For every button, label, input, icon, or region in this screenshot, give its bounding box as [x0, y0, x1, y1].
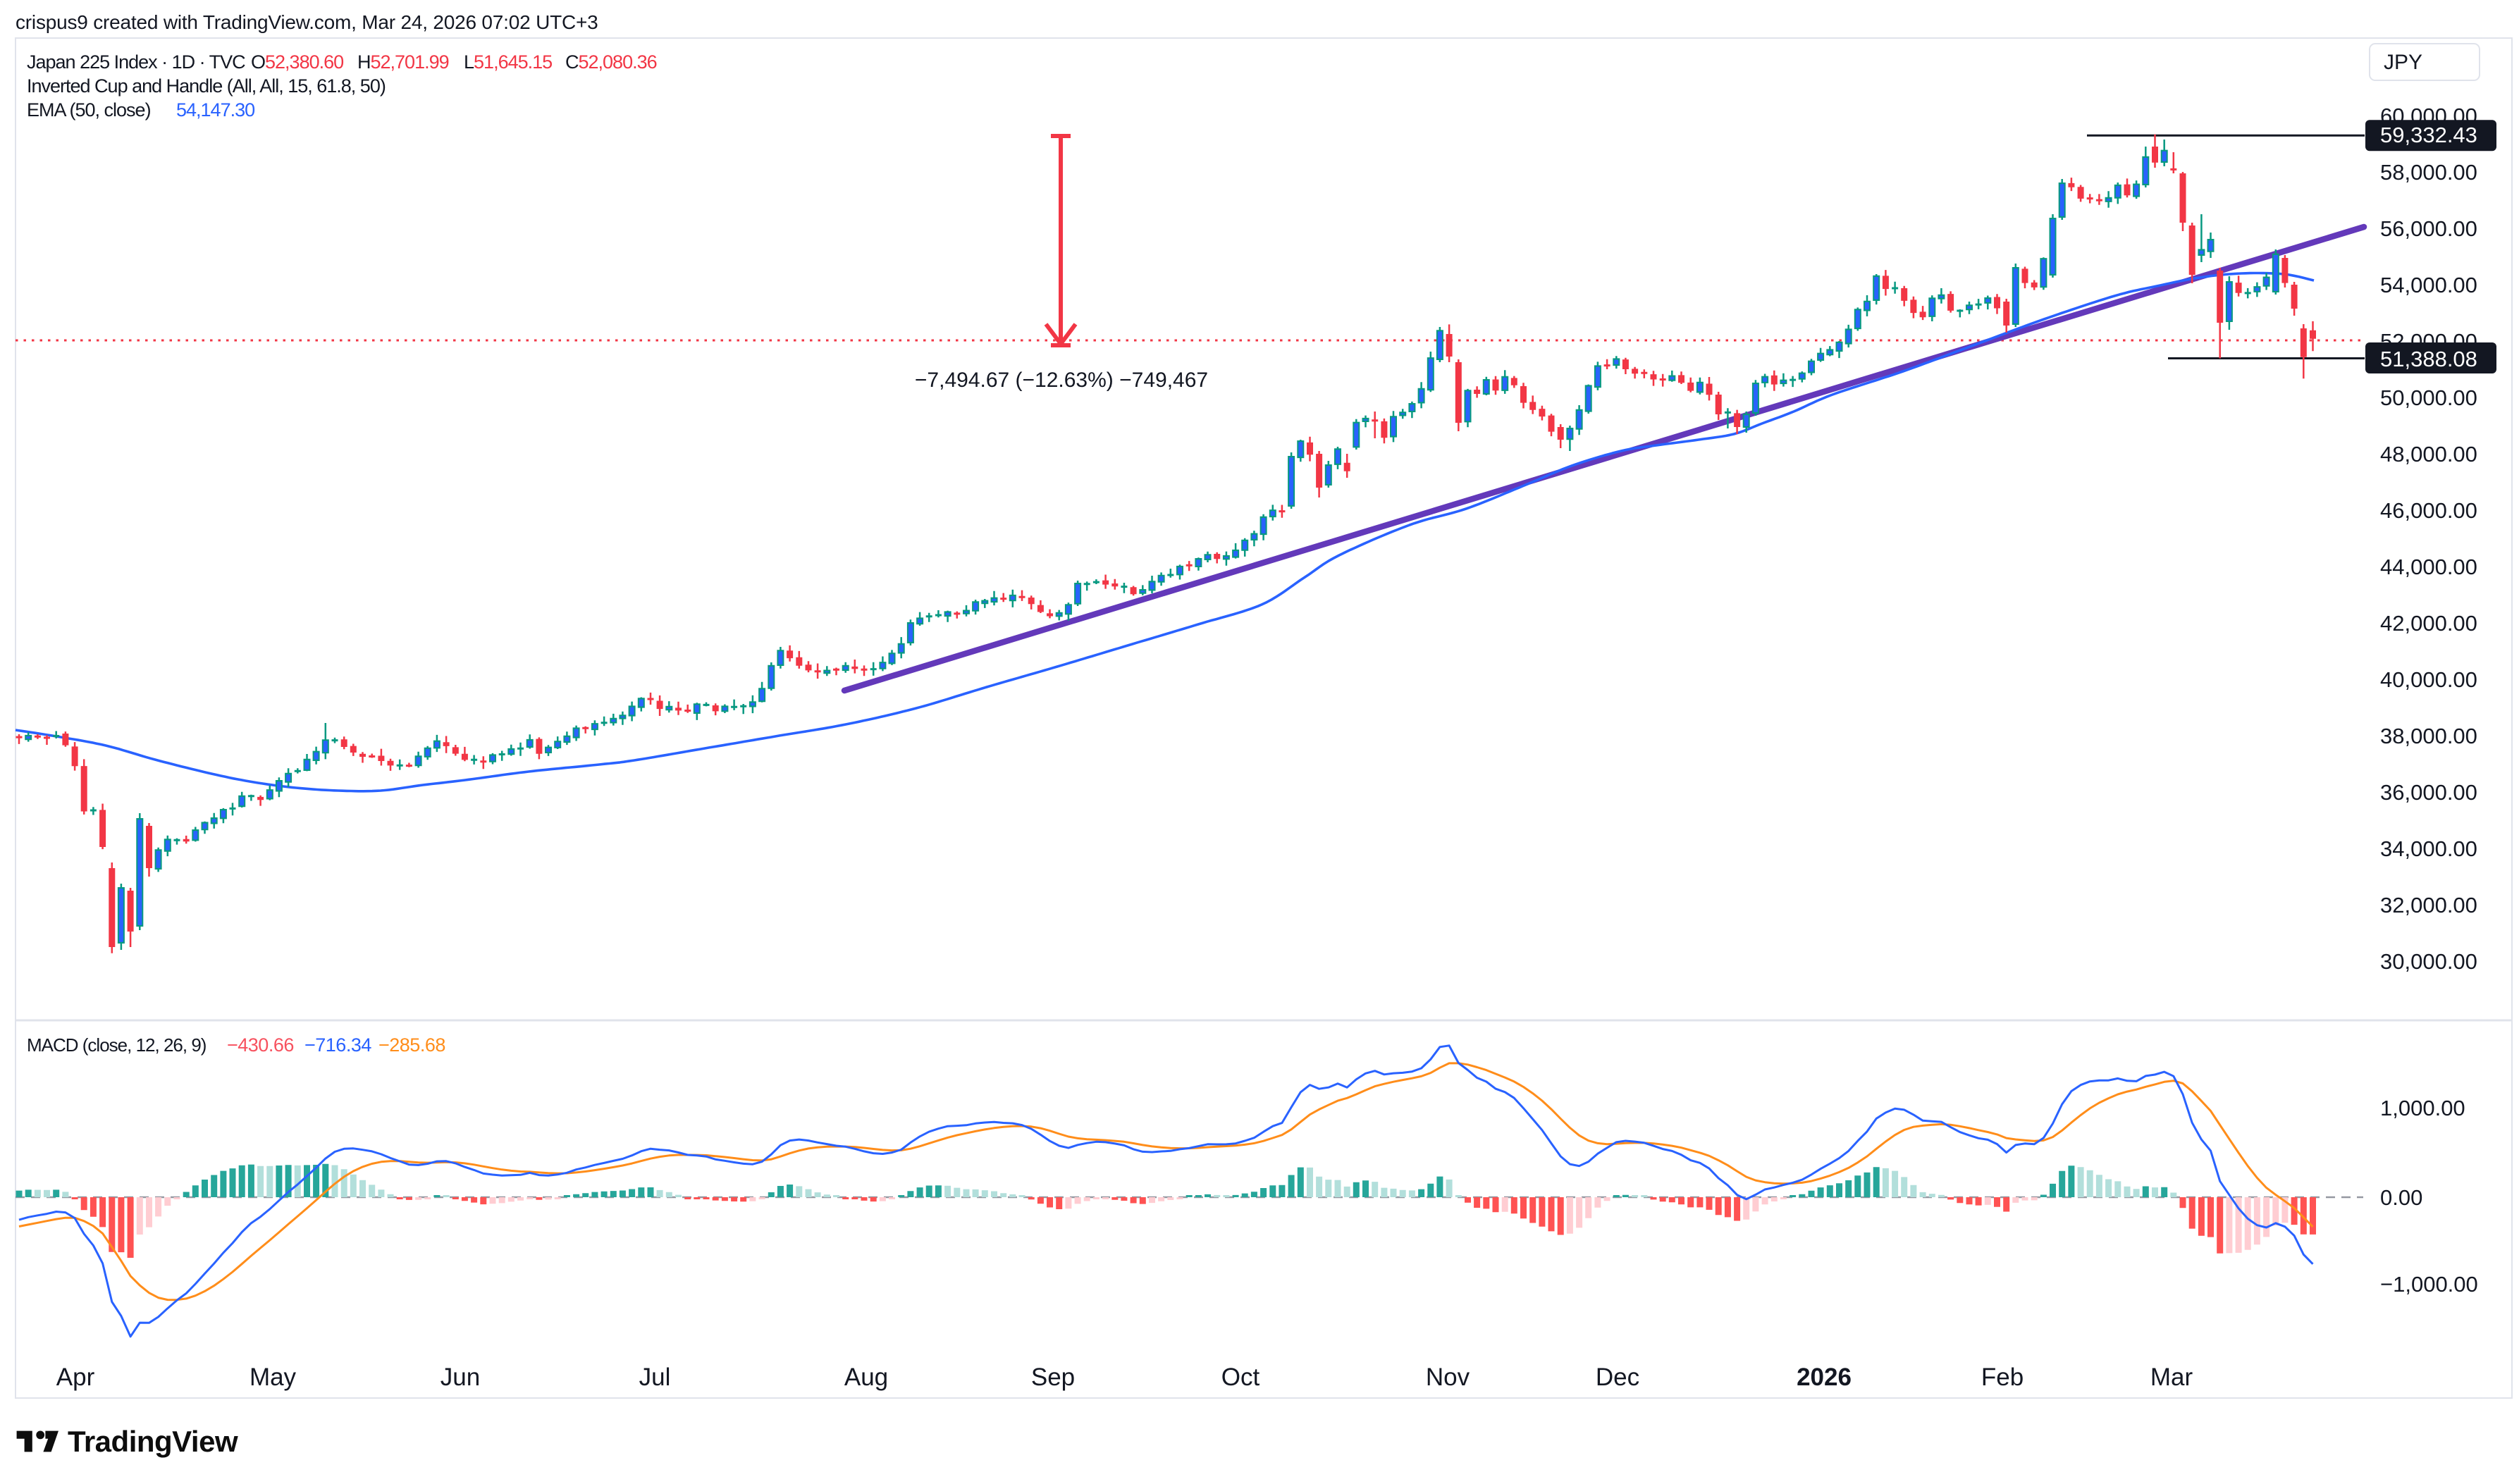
svg-text:Jul: Jul	[639, 1364, 671, 1391]
svg-text:May: May	[250, 1364, 297, 1391]
svg-text:EMA (50, close): EMA (50, close)	[27, 99, 151, 120]
svg-text:51,388.08: 51,388.08	[2380, 347, 2477, 371]
svg-text:Inverted Cup and Handle (All,: Inverted Cup and Handle (All, All, 15, 6…	[27, 75, 386, 97]
svg-text:56,000.00: 56,000.00	[2380, 216, 2477, 241]
svg-text:58,000.00: 58,000.00	[2380, 160, 2477, 185]
svg-text:34,000.00: 34,000.00	[2380, 836, 2477, 861]
svg-text:30,000.00: 30,000.00	[2380, 949, 2477, 974]
svg-text:Aug: Aug	[844, 1364, 888, 1391]
svg-text:−1,000.00: −1,000.00	[2380, 1272, 2478, 1297]
svg-text:38,000.00: 38,000.00	[2380, 724, 2477, 748]
svg-text:Mar: Mar	[2150, 1364, 2193, 1391]
svg-text:Dec: Dec	[1596, 1364, 1639, 1391]
svg-text:L51,645.15: L51,645.15	[464, 51, 552, 73]
svg-text:MACD (close, 12, 26, 9): MACD (close, 12, 26, 9)	[27, 1034, 207, 1056]
svg-text:48,000.00: 48,000.00	[2380, 442, 2477, 466]
svg-text:59,332.43: 59,332.43	[2380, 123, 2477, 147]
svg-text:−716.34: −716.34	[304, 1034, 371, 1056]
svg-text:TradingView: TradingView	[68, 1425, 238, 1458]
svg-text:36,000.00: 36,000.00	[2380, 780, 2477, 805]
svg-text:Sep: Sep	[1031, 1364, 1075, 1391]
svg-text:O52,380.60: O52,380.60	[251, 51, 343, 73]
svg-text:46,000.00: 46,000.00	[2380, 498, 2477, 523]
svg-text:crispus9 created with TradingV: crispus9 created with TradingView.com, M…	[16, 11, 598, 33]
svg-text:H52,701.99: H52,701.99	[357, 51, 449, 73]
svg-text:54,000.00: 54,000.00	[2380, 273, 2477, 297]
svg-text:−430.66: −430.66	[227, 1034, 294, 1056]
svg-text:Japan 225 Index · 1D · TVC: Japan 225 Index · 1D · TVC	[27, 51, 245, 73]
svg-text:Feb: Feb	[1981, 1364, 2024, 1391]
svg-text:−7,494.67 (−12.63%) −749,467: −7,494.67 (−12.63%) −749,467	[915, 369, 1208, 392]
svg-text:0.00: 0.00	[2380, 1185, 2422, 1210]
svg-text:42,000.00: 42,000.00	[2380, 611, 2477, 636]
svg-text:JPY: JPY	[2384, 51, 2422, 74]
svg-text:54,147.30: 54,147.30	[176, 99, 254, 120]
svg-text:−285.68: −285.68	[378, 1034, 445, 1056]
svg-text:50,000.00: 50,000.00	[2380, 385, 2477, 410]
svg-text:2026: 2026	[1797, 1364, 1852, 1391]
svg-text:Jun: Jun	[441, 1364, 480, 1391]
svg-text:Apr: Apr	[56, 1364, 95, 1391]
svg-text:44,000.00: 44,000.00	[2380, 555, 2477, 579]
svg-text:1,000.00: 1,000.00	[2380, 1096, 2465, 1120]
svg-text:40,000.00: 40,000.00	[2380, 667, 2477, 692]
svg-text:32,000.00: 32,000.00	[2380, 893, 2477, 917]
svg-text:Oct: Oct	[1221, 1364, 1260, 1391]
svg-text:Nov: Nov	[1426, 1364, 1470, 1391]
svg-text:C52,080.36: C52,080.36	[565, 51, 657, 73]
